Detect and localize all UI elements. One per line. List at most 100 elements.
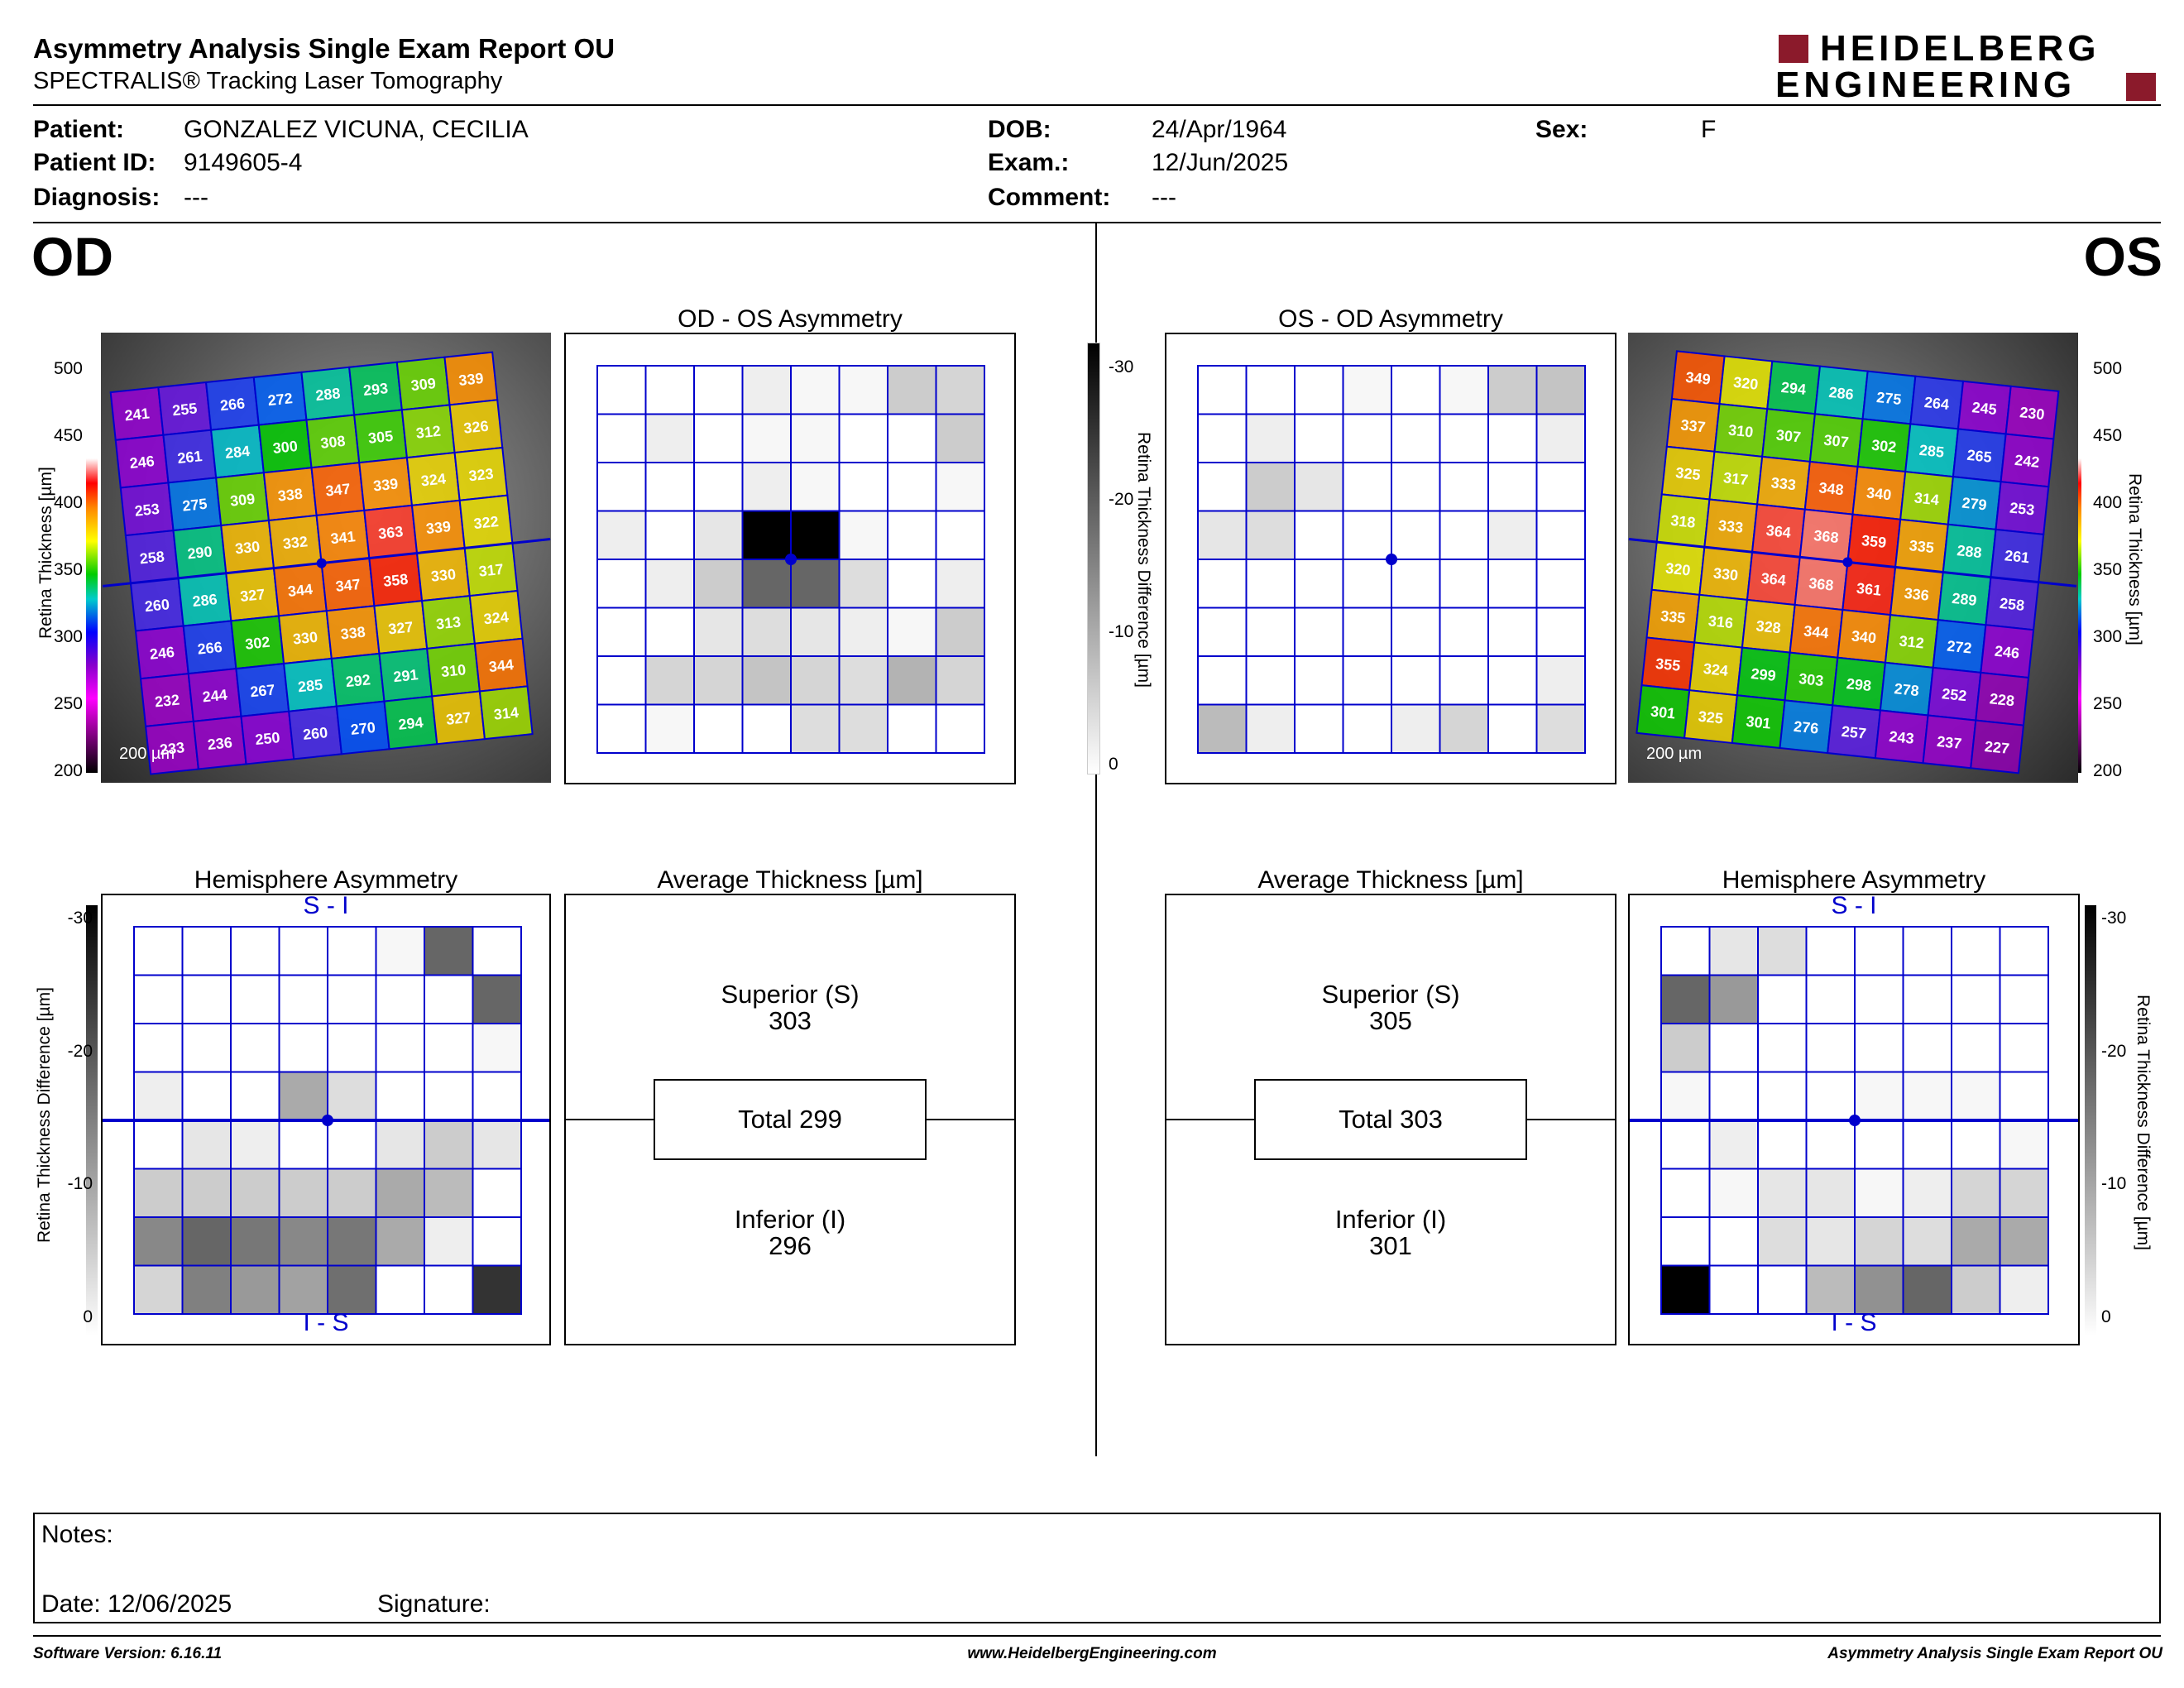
os-map-value: 364 xyxy=(1765,522,1792,541)
od-asym-cell xyxy=(838,703,888,754)
od-asym-cell xyxy=(693,462,744,512)
os-asym-cell xyxy=(1535,413,1586,463)
os-map-value: 324 xyxy=(1703,660,1729,679)
od-map-value: 363 xyxy=(377,523,404,542)
os-asym-cell xyxy=(1197,559,1248,609)
od-asym-cell xyxy=(838,462,888,512)
od-hemi-cell xyxy=(424,1120,474,1170)
od-map-value: 258 xyxy=(139,548,165,567)
os-total-value: Total 303 xyxy=(1339,1105,1443,1134)
os-hemi-cell xyxy=(1708,1168,1759,1218)
os-map-value: 243 xyxy=(1889,728,1915,747)
od-asym-cell xyxy=(644,559,695,609)
od-hemi-cell xyxy=(278,1071,328,1121)
os-map-value: 298 xyxy=(1846,675,1872,694)
od-hemi-cell xyxy=(327,1071,377,1121)
os-hemi-cell xyxy=(1708,1023,1759,1073)
os-hemi-cell xyxy=(1951,1120,2001,1170)
exam-value: 12/Jun/2025 xyxy=(1152,149,1289,176)
od-hemi-cell xyxy=(327,1168,377,1218)
od-hemi-cell xyxy=(375,1168,425,1218)
od-asym-cell xyxy=(887,365,937,415)
os-asym-cell xyxy=(1342,462,1392,512)
os-asym-cell xyxy=(1197,703,1248,754)
od-hemi-cell xyxy=(230,1023,280,1073)
os-asym-cell xyxy=(1487,655,1538,706)
os-asym-cell xyxy=(1197,365,1248,415)
od-hemi-fovea-marker xyxy=(322,1115,333,1126)
os-hemi-cell xyxy=(1757,1216,1808,1267)
os-asym-cell xyxy=(1245,413,1296,463)
os-map-value: 230 xyxy=(2019,404,2045,423)
os-hemi-cell xyxy=(1660,926,1711,976)
report-title: Asymmetry Analysis Single Exam Report OU xyxy=(33,33,615,64)
od-thickness-tick: 400 xyxy=(53,493,83,512)
os-map-value: 257 xyxy=(1841,723,1867,742)
od-map-value: 266 xyxy=(219,395,246,414)
od-asym-cell xyxy=(887,607,937,657)
os-thickness-tick: 400 xyxy=(2093,493,2123,512)
os-hemi-cell xyxy=(1902,1120,1952,1170)
od-total-value: Total 299 xyxy=(738,1105,842,1134)
od-asym-cell xyxy=(935,559,985,609)
os-asym-cell xyxy=(1342,607,1392,657)
od-map-fovea xyxy=(316,558,327,568)
od-hemi-cell xyxy=(181,974,232,1024)
os-map-value: 348 xyxy=(1818,479,1845,498)
od-thickness-tick: 300 xyxy=(53,627,83,646)
os-thickness-tick: 250 xyxy=(2093,694,2123,713)
os-asym-cell xyxy=(1197,462,1248,512)
os-hemi-cell xyxy=(1854,1120,1904,1170)
od-hemi-cell xyxy=(375,1264,425,1315)
os-thickness-tick: 450 xyxy=(2093,426,2123,445)
os-map-value: 289 xyxy=(1951,590,1977,609)
od-map-value: 284 xyxy=(224,443,251,462)
od-asym-cell xyxy=(596,655,647,706)
od-asym-cell xyxy=(790,365,841,415)
od-map-value: 330 xyxy=(292,629,318,648)
os-hemi-top-label: S - I xyxy=(1831,892,1877,919)
os-asym-cell xyxy=(1294,559,1344,609)
od-map-value: 347 xyxy=(335,576,362,595)
os-hemi-cell xyxy=(1708,1120,1759,1170)
od-map-value: 294 xyxy=(398,714,424,733)
od-map-value: 300 xyxy=(272,438,299,457)
od-asym-panel xyxy=(564,333,1016,784)
os-asym-cell xyxy=(1245,559,1296,609)
od-map-value: 324 xyxy=(420,470,447,489)
os-asym-cell xyxy=(1439,559,1489,609)
od-asym-cell xyxy=(838,559,888,609)
od-hemi-cell xyxy=(278,1120,328,1170)
os-asym-cell xyxy=(1391,559,1441,609)
od-label: OD xyxy=(31,226,113,287)
os-map-value: 336 xyxy=(1904,585,1930,604)
os-hemi-cell xyxy=(1805,1120,1856,1170)
os-asym-fovea-marker xyxy=(1386,554,1397,565)
od-map-value: 290 xyxy=(187,543,213,562)
od-map-value: 236 xyxy=(207,734,233,753)
notes-box[interactable]: Notes: Date: 12/06/2025 Signature: xyxy=(33,1513,2161,1623)
os-map-value: 242 xyxy=(2014,452,2040,471)
od-hemi-cell xyxy=(327,926,377,976)
os-hemi-cell xyxy=(1902,1023,1952,1073)
od-map-grid: 241 255 266 272 288 293 309 339 246 261 284 300 308 3… xyxy=(102,351,551,775)
od-hemi-cell xyxy=(424,1071,474,1121)
os-map-value: 264 xyxy=(1923,394,1950,413)
od-hemi-cell xyxy=(472,1216,522,1267)
od-asym-cell xyxy=(644,510,695,560)
od-asym-cell xyxy=(790,703,841,754)
os-hemi-cell xyxy=(1708,1264,1759,1315)
os-asym-cell xyxy=(1197,607,1248,657)
od-hemi-grid xyxy=(103,926,549,1315)
od-hemi-cell xyxy=(230,1264,280,1315)
os-hemi-cell xyxy=(1757,926,1808,976)
os-hemi-cell xyxy=(1951,1216,2001,1267)
os-map-value: 307 xyxy=(1775,427,1802,446)
website-link[interactable]: www.HeidelbergEngineering.com xyxy=(967,1645,1217,1662)
os-hemi-panel: S - I I - S xyxy=(1628,892,2080,1345)
od-map-value: 309 xyxy=(229,491,256,510)
od-superior-label: Superior (S) xyxy=(721,980,860,1009)
od-hemi-cell xyxy=(230,1071,280,1121)
os-asym-cell xyxy=(1294,655,1344,706)
os-map-value: 286 xyxy=(1828,384,1855,403)
